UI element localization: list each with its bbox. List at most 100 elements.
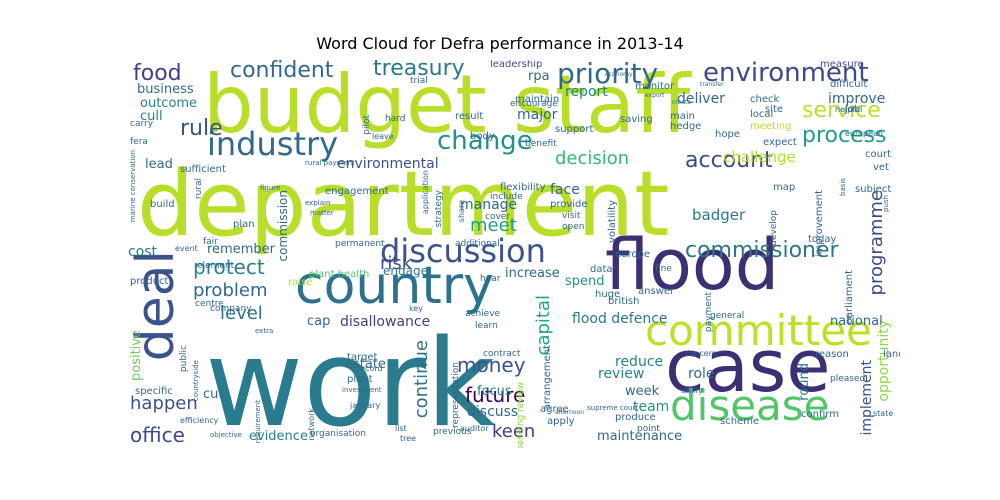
word-remember: remember [207, 242, 275, 257]
word-work: work [205, 315, 496, 448]
word-develop: develop [769, 210, 779, 246]
word-plant: plant [347, 374, 373, 385]
word-matter: matter [310, 209, 334, 217]
word-rpa: rpa [528, 69, 550, 84]
word-lead: lead [145, 157, 173, 172]
word-implement: implement [859, 360, 875, 436]
word-list: list [395, 424, 407, 433]
word-team: team [633, 399, 670, 415]
word-opportunity: opportunity [876, 320, 892, 402]
word-company: company [210, 304, 252, 314]
word-target: target [347, 352, 378, 363]
word-difficult: difficult [830, 79, 868, 90]
word-flexibility: flexibility [500, 182, 546, 193]
word-disallowance: disallowance [340, 314, 431, 330]
word-rural-payment: rural payment [305, 159, 355, 167]
word-carry: carry [130, 119, 154, 129]
word-auditor: auditor [460, 424, 489, 433]
word-transfer: transfer [700, 81, 724, 88]
word-deliver: deliver [677, 91, 725, 107]
word-explain: explain [305, 199, 331, 207]
word-budget: budget [203, 60, 487, 151]
word-court: court [865, 149, 891, 160]
word-share: share [457, 200, 466, 223]
word-round: round [797, 363, 812, 401]
word-support: support [555, 124, 594, 135]
word-huge: huge [595, 289, 621, 300]
word-focus: focus [477, 384, 512, 399]
word-positive: positive [129, 330, 144, 381]
word-push: push [882, 195, 890, 212]
word-account: account [685, 148, 773, 173]
word-additional: additional [455, 239, 500, 249]
word-main: main [670, 111, 695, 122]
word-continue: continue [411, 340, 432, 419]
word-change: change [437, 126, 533, 156]
chart-title: Word Cloud for Defra performance in 2013… [316, 34, 684, 53]
word-engagement: engagement [325, 186, 389, 197]
word-network: network [307, 408, 316, 441]
word-face: face [550, 182, 580, 198]
word-ability: ability [681, 387, 703, 395]
word-meet: meet [470, 215, 517, 236]
word-european: european [845, 129, 883, 138]
word-check: check [750, 94, 780, 105]
word-contract: contract [483, 349, 521, 359]
word-british: british [608, 296, 640, 307]
word-body: body [470, 131, 495, 142]
word-estate: estate [345, 357, 386, 372]
word-event: event [175, 244, 198, 253]
word-protect: protect [193, 255, 265, 279]
word-measure: measure [820, 60, 864, 70]
word-map: map [773, 182, 796, 193]
word-hard: hard [385, 114, 406, 124]
word-public: public [179, 345, 189, 373]
word-application: application [421, 170, 430, 215]
word-centre: centre [195, 299, 224, 309]
word-product: product [130, 276, 169, 287]
word-priority: priority [557, 60, 659, 90]
word-future: future [465, 383, 526, 407]
word-supreme-court: supreme court [587, 404, 639, 412]
word-committee: committee [645, 306, 872, 355]
word-disease: disease [670, 381, 830, 430]
word-badger: badger [692, 206, 746, 224]
word-organisation: organisation [310, 429, 366, 439]
word-create: create [672, 99, 692, 106]
word-problem: problem [193, 280, 268, 301]
word-cut: cut [203, 387, 224, 402]
word-volatility: volatility [607, 200, 618, 244]
word-cull: cull [140, 109, 163, 124]
word-open: open [562, 222, 585, 232]
word-national: national [830, 314, 883, 329]
word-job: job [845, 104, 861, 115]
word-maintenance: maintenance [597, 429, 683, 444]
word-record: record [357, 364, 383, 373]
word-pleased: pleased [830, 374, 866, 384]
word-office: office [130, 423, 185, 447]
word-process: process [802, 123, 887, 148]
word-flood-defence: flood defence [572, 311, 668, 327]
word-representation: representation [451, 362, 461, 429]
word-previous: previous [433, 427, 472, 437]
word-data: data [590, 264, 613, 275]
word-export: export [645, 92, 665, 99]
word-confident: confident [230, 60, 334, 83]
word-pilot: pilot [362, 115, 372, 135]
word-provide: provide [550, 199, 588, 210]
word-benefit: benefit [525, 139, 557, 149]
word-countryside: countryside [192, 360, 200, 402]
word-spend: spend [565, 274, 605, 289]
word-rule: rule [180, 116, 223, 141]
word-manage: manage [460, 197, 518, 213]
word-extra: extra [255, 327, 274, 335]
word-keen: keen [492, 421, 536, 442]
word-raise: raise [288, 277, 313, 288]
word-commission: commission [276, 190, 290, 262]
word-hope: hope [715, 129, 740, 140]
word-evidence: evidence [249, 429, 308, 444]
word-agree: agree [540, 404, 569, 415]
word-expect: expect [763, 137, 797, 148]
word-hear: hear [480, 274, 501, 284]
word-fair: fair [203, 237, 218, 247]
